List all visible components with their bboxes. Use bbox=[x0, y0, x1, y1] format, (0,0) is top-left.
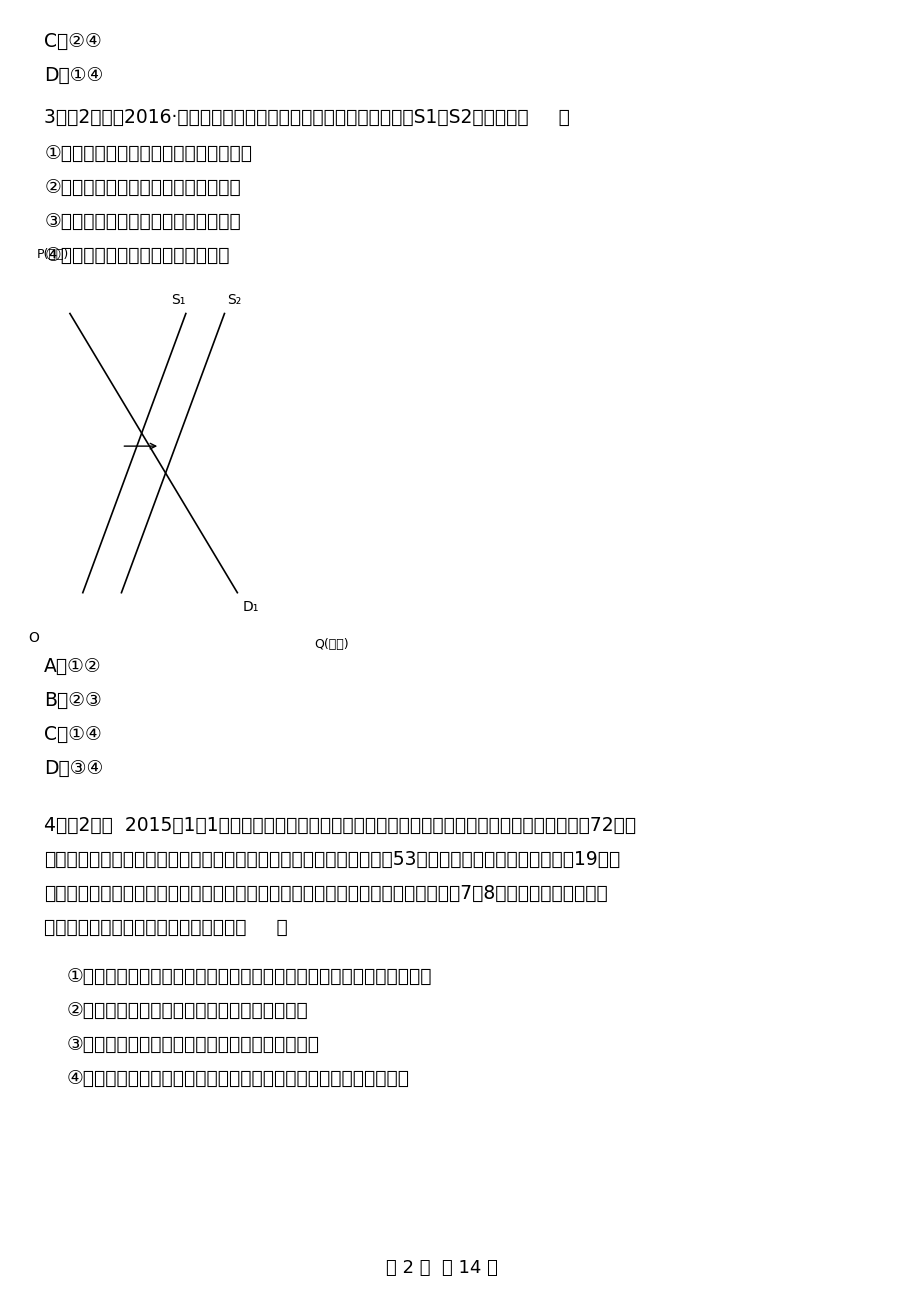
Text: ②有利于初次分配缩小收入差距、实现分配公平: ②有利于初次分配缩小收入差距、实现分配公平 bbox=[66, 1001, 308, 1019]
Text: B．②③: B．②③ bbox=[44, 691, 102, 710]
Text: ③有利于完善收入分配方式，完善我国的分配制度: ③有利于完善收入分配方式，完善我国的分配制度 bbox=[66, 1035, 319, 1053]
Text: 的差距。严格规范央企负责人薪酬分配（     ）: 的差距。严格规范央企负责人薪酬分配（ ） bbox=[44, 918, 288, 936]
Text: ①是中央企业建立现代企业制度、深化收入分配体制改革的重要组成部分: ①是中央企业建立现代企业制度、深化收入分配体制改革的重要组成部分 bbox=[66, 967, 431, 986]
Text: Q(数量): Q(数量) bbox=[314, 638, 349, 651]
Text: D．①④: D．①④ bbox=[44, 66, 103, 85]
Text: ④对促进企业持续健康发展和巩固国有企业的主体地位其有重要意义: ④对促进企业持续健康发展和巩固国有企业的主体地位其有重要意义 bbox=[66, 1069, 409, 1087]
Text: ②政府实行了大规模的增值税减免政策: ②政府实行了大规模的增值税减免政策 bbox=[44, 178, 241, 197]
Text: D₁: D₁ bbox=[243, 600, 258, 613]
Text: C．②④: C．②④ bbox=[44, 33, 102, 51]
Text: S₂: S₂ bbox=[227, 293, 241, 306]
Text: ①股票市场急剧下跌，减少了居民的财富: ①股票市场急剧下跌，减少了居民的财富 bbox=[44, 145, 252, 163]
Text: 3．（2分）（2016·西城模拟）下列情形中，会促使右图中的曲线从S1到S2移动的是（     ）: 3．（2分）（2016·西城模拟）下列情形中，会促使右图中的曲线从S1到S2移动… bbox=[44, 108, 570, 126]
Text: 业。根据改革方案，央企负责人薪酬调整为总的收入不超过央企在岗职工平均工资的7到8倍，缩小了与职工薪酬: 业。根据改革方案，央企负责人薪酬调整为总的收入不超过央企在岗职工平均工资的7到8… bbox=[44, 884, 607, 902]
Text: A．①②: A．①② bbox=[44, 658, 102, 676]
Text: D．③④: D．③④ bbox=[44, 759, 103, 777]
Text: 4．（2分）  2015年1月1日，《中央管理企业负责人薪酬制度改革方案》正式实施。改革首批将涉及72家央: 4．（2分） 2015年1月1日，《中央管理企业负责人薪酬制度改革方案》正式实施… bbox=[44, 816, 636, 835]
Text: 第 2 页  共 14 页: 第 2 页 共 14 页 bbox=[386, 1259, 498, 1277]
Text: P(价格): P(价格) bbox=[37, 249, 69, 262]
Text: S₁: S₁ bbox=[171, 293, 185, 306]
Text: 企的负责人，包括中石油、中石化、中国移动等组织部门任命负责人的53家央企，以及其他金融、铁路等19家企: 企的负责人，包括中石油、中石化、中国移动等组织部门任命负责人的53家央企，以及其… bbox=[44, 850, 619, 868]
Text: C．①④: C．①④ bbox=[44, 725, 102, 743]
Text: ④进入老龄化社会，劳动力人口减少: ④进入老龄化社会，劳动力人口减少 bbox=[44, 246, 230, 264]
Text: ③技术进步使全要素的劳动生产率提高: ③技术进步使全要素的劳动生产率提高 bbox=[44, 212, 241, 230]
Text: O: O bbox=[28, 631, 40, 644]
